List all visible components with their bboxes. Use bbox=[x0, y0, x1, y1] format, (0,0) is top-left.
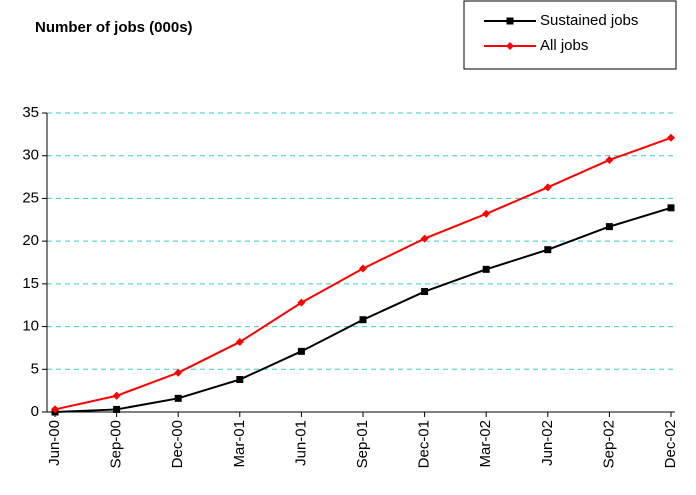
data-point bbox=[51, 405, 59, 414]
data-point bbox=[605, 155, 614, 164]
data-point bbox=[605, 223, 613, 231]
legend-marker bbox=[506, 42, 514, 50]
x-tick-label: Mar-02 bbox=[477, 420, 494, 468]
data-point bbox=[297, 298, 306, 307]
x-tick-label: Jun-02 bbox=[539, 420, 556, 466]
data-point bbox=[420, 234, 429, 243]
data-point bbox=[482, 209, 491, 218]
data-point bbox=[359, 316, 367, 324]
y-tick-label: 20 bbox=[22, 232, 39, 249]
legend-box bbox=[463, 0, 677, 70]
y-tick-label: 15 bbox=[22, 275, 39, 292]
y-tick-label: 35 bbox=[22, 104, 39, 121]
data-point bbox=[667, 133, 675, 142]
x-tick-label: Dec-01 bbox=[416, 420, 433, 468]
data-point bbox=[543, 183, 552, 192]
y-tick-label: 25 bbox=[22, 189, 39, 206]
x-tick-label: Jun-01 bbox=[292, 420, 309, 466]
data-point bbox=[174, 394, 182, 402]
x-tick-label: Sep-02 bbox=[600, 420, 617, 468]
legend-marker bbox=[506, 17, 514, 25]
series-line bbox=[54, 206, 672, 413]
data-point bbox=[297, 347, 305, 355]
x-tick-label: Dec-00 bbox=[169, 420, 186, 468]
data-point bbox=[235, 337, 244, 346]
data-point bbox=[359, 264, 367, 273]
x-tick-label: Sep-01 bbox=[354, 420, 371, 468]
data-point bbox=[236, 376, 244, 384]
legend-label: All jobs bbox=[540, 37, 588, 54]
chart-title: Number of jobs (000s) bbox=[35, 19, 193, 36]
y-tick-label: 5 bbox=[31, 360, 39, 377]
y-tick-label: 30 bbox=[22, 147, 39, 164]
data-point bbox=[112, 391, 121, 400]
data-point bbox=[544, 246, 552, 254]
data-point bbox=[482, 265, 490, 273]
data-point bbox=[113, 405, 121, 413]
legend-label: Sustained jobs bbox=[540, 12, 638, 29]
y-tick-label: 10 bbox=[22, 318, 39, 335]
x-tick-label: Sep-00 bbox=[108, 420, 125, 468]
x-tick-label: Dec-02 bbox=[662, 420, 679, 468]
data-point bbox=[667, 204, 675, 212]
x-tick-label: Mar-01 bbox=[231, 420, 248, 468]
data-point bbox=[174, 368, 183, 377]
data-point bbox=[421, 288, 429, 296]
y-tick-label: 0 bbox=[31, 403, 39, 420]
series-line bbox=[54, 136, 672, 411]
x-tick-label: Jun-00 bbox=[46, 420, 63, 466]
